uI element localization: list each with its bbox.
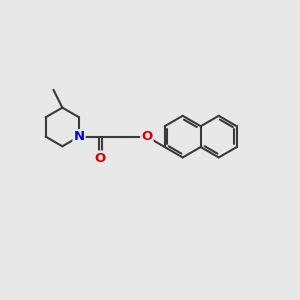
Text: O: O — [141, 130, 152, 143]
Text: O: O — [95, 152, 106, 164]
Text: N: N — [74, 130, 85, 143]
